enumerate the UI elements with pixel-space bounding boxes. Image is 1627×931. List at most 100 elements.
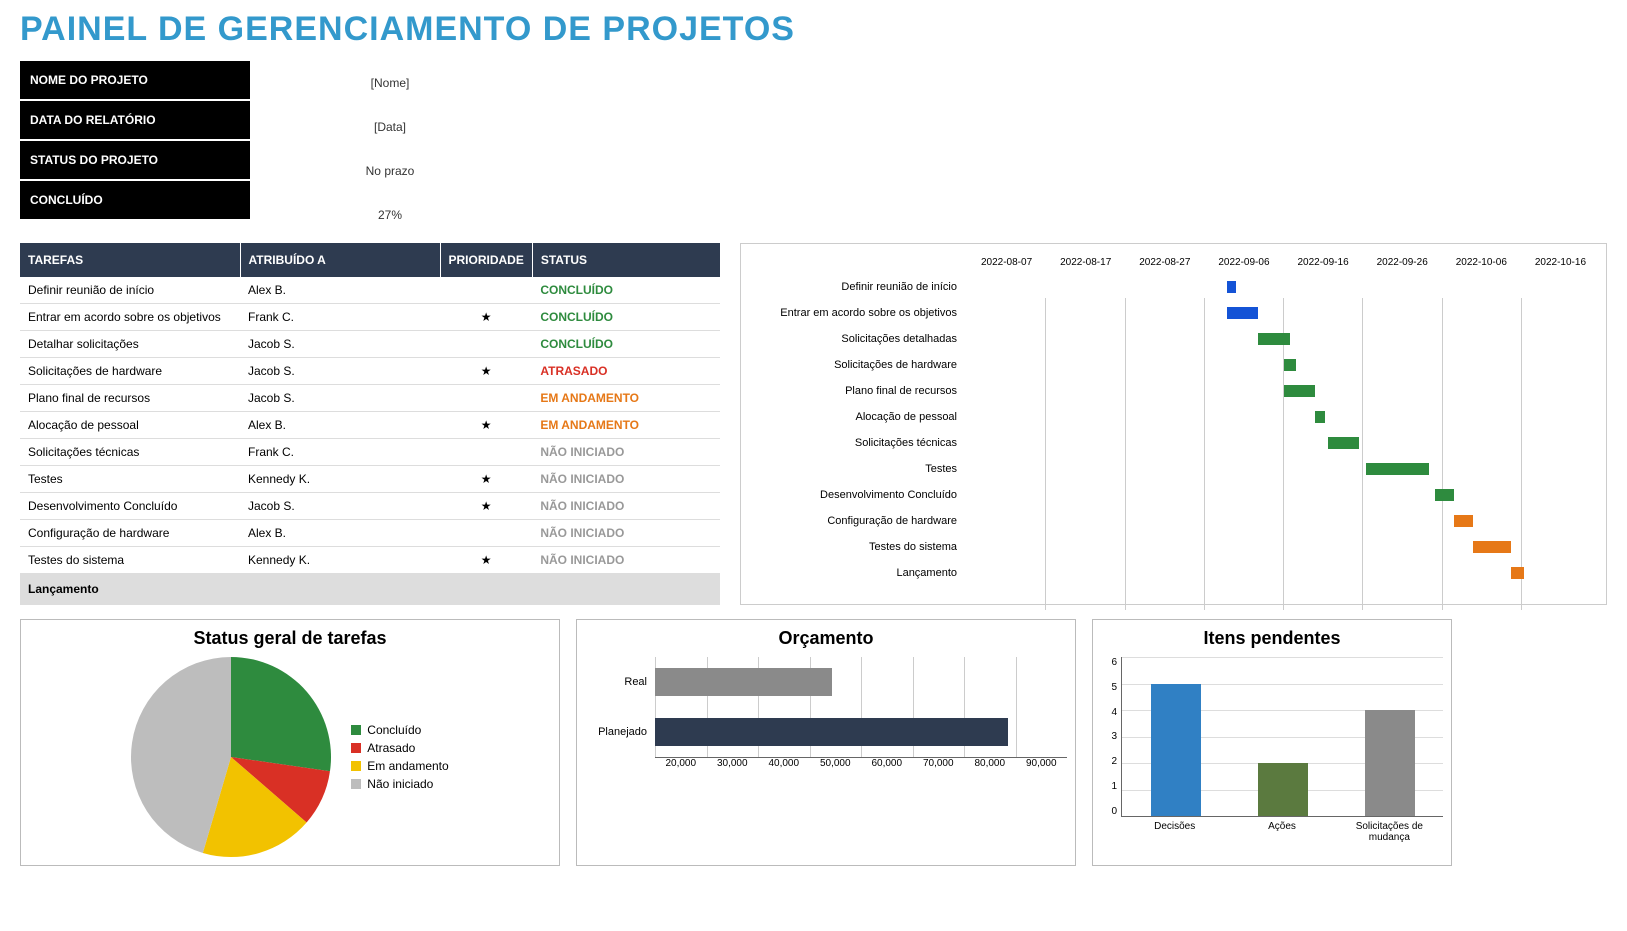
priority-cell: ★ bbox=[440, 547, 532, 574]
gantt-date-label: 2022-08-07 bbox=[967, 257, 1046, 268]
gantt-bar bbox=[1315, 411, 1324, 423]
hbar-bar bbox=[655, 718, 1008, 746]
gantt-track bbox=[967, 508, 1600, 534]
info-label: CONCLUÍDO bbox=[20, 181, 250, 221]
y-tick: 2 bbox=[1101, 756, 1117, 767]
table-row[interactable]: Definir reunião de inícioAlex B.CONCLUÍD… bbox=[20, 277, 720, 304]
hbar-row: Real bbox=[585, 657, 1067, 707]
vbar-label: Solicitações de mudança bbox=[1336, 821, 1443, 843]
tasks-table: TAREFASATRIBUÍDO APRIORIDADESTATUS Defin… bbox=[20, 243, 720, 605]
gantt-row-label: Alocação de pessoal bbox=[747, 411, 967, 423]
vbar-bar bbox=[1365, 710, 1415, 816]
gantt-row-label: Desenvolvimento Concluído bbox=[747, 489, 967, 501]
gantt-date-label: 2022-09-06 bbox=[1204, 257, 1283, 268]
gantt-bar bbox=[1227, 281, 1236, 293]
status-cell: ATRASADO bbox=[532, 358, 720, 385]
gantt-date-label: 2022-10-06 bbox=[1442, 257, 1521, 268]
gantt-bar bbox=[1328, 437, 1360, 449]
priority-cell: ★ bbox=[440, 412, 532, 439]
legend-item: Atrasado bbox=[351, 741, 448, 755]
info-value: [Nome] bbox=[290, 61, 490, 105]
status-cell: CONCLUÍDO bbox=[532, 304, 720, 331]
axis-tick: 70,000 bbox=[913, 758, 965, 769]
hbar-track bbox=[655, 657, 1067, 707]
legend-swatch bbox=[351, 743, 361, 753]
gantt-bar bbox=[1473, 541, 1511, 553]
hbar-row: Planejado bbox=[585, 707, 1067, 757]
legend-swatch bbox=[351, 761, 361, 771]
table-row[interactable]: Testes do sistemaKennedy K.★NÃO INICIADO bbox=[20, 547, 720, 574]
assignee-cell: Alex B. bbox=[240, 520, 440, 547]
gantt-row-label: Solicitações de hardware bbox=[747, 359, 967, 371]
info-labels-col: NOME DO PROJETODATA DO RELATÓRIOSTATUS D… bbox=[20, 61, 250, 237]
gantt-row-label: Definir reunião de início bbox=[747, 281, 967, 293]
gantt-row: Testes do sistema bbox=[747, 534, 1600, 560]
hbar-label: Planejado bbox=[585, 726, 655, 738]
gantt-track bbox=[967, 534, 1600, 560]
table-row[interactable]: TestesKennedy K.★NÃO INICIADO bbox=[20, 466, 720, 493]
assignee-cell: Jacob S. bbox=[240, 331, 440, 358]
table-row[interactable]: Entrar em acordo sobre os objetivosFrank… bbox=[20, 304, 720, 331]
gantt-track bbox=[967, 404, 1600, 430]
info-section: NOME DO PROJETODATA DO RELATÓRIOSTATUS D… bbox=[20, 61, 1607, 237]
hbar-bar bbox=[655, 668, 832, 696]
legend-item: Não iniciado bbox=[351, 777, 448, 791]
gantt-track bbox=[967, 300, 1600, 326]
assignee-cell: Kennedy K. bbox=[240, 466, 440, 493]
task-cell: Solicitações de hardware bbox=[20, 358, 240, 385]
gantt-track bbox=[967, 560, 1600, 586]
assignee-cell: Jacob S. bbox=[240, 358, 440, 385]
gantt-date-label: 2022-09-26 bbox=[1363, 257, 1442, 268]
gantt-track bbox=[967, 274, 1600, 300]
gantt-bar bbox=[1227, 307, 1259, 319]
pending-chart-box: Itens pendentes 6543210 DecisõesAçõesSol… bbox=[1092, 619, 1452, 866]
axis-tick: 20,000 bbox=[655, 758, 707, 769]
priority-cell bbox=[440, 520, 532, 547]
axis-tick: 80,000 bbox=[964, 758, 1016, 769]
table-row[interactable]: Plano final de recursosJacob S.EM ANDAME… bbox=[20, 385, 720, 412]
priority-cell: ★ bbox=[440, 466, 532, 493]
task-cell: Plano final de recursos bbox=[20, 385, 240, 412]
y-tick: 6 bbox=[1101, 657, 1117, 668]
gantt-row-label: Solicitações detalhadas bbox=[747, 333, 967, 345]
gantt-bar bbox=[1366, 463, 1429, 475]
page-title: PAINEL DE GERENCIAMENTO DE PROJETOS bbox=[20, 10, 1607, 49]
status-cell: NÃO INICIADO bbox=[532, 547, 720, 574]
vbar-label: Ações bbox=[1228, 821, 1335, 843]
axis-tick: 40,000 bbox=[758, 758, 810, 769]
assignee-cell: Frank C. bbox=[240, 439, 440, 466]
table-row[interactable]: Alocação de pessoalAlex B.★EM ANDAMENTO bbox=[20, 412, 720, 439]
gantt-row-label: Testes do sistema bbox=[747, 541, 967, 553]
table-row[interactable]: Solicitações de hardwareJacob S.★ATRASAD… bbox=[20, 358, 720, 385]
gantt-date-label: 2022-08-27 bbox=[1125, 257, 1204, 268]
gantt-bar bbox=[1511, 567, 1524, 579]
y-tick: 0 bbox=[1101, 806, 1117, 817]
y-tick: 4 bbox=[1101, 707, 1117, 718]
status-cell: NÃO INICIADO bbox=[532, 493, 720, 520]
gantt-row: Definir reunião de início bbox=[747, 274, 1600, 300]
status-cell: NÃO INICIADO bbox=[532, 439, 720, 466]
gantt-bar bbox=[1284, 385, 1316, 397]
budget-chart-box: Orçamento RealPlanejado 20,00030,00040,0… bbox=[576, 619, 1076, 866]
table-row[interactable]: Detalhar solicitaçõesJacob S.CONCLUÍDO bbox=[20, 331, 720, 358]
assignee-cell: Jacob S. bbox=[240, 385, 440, 412]
table-row[interactable]: Solicitações técnicasFrank C. NÃO INICIAD… bbox=[20, 439, 720, 466]
pie-chart-box: Status geral de tarefas ConcluídoAtrasad… bbox=[20, 619, 560, 866]
assignee-cell: Alex B. bbox=[240, 277, 440, 304]
pie-chart-svg bbox=[131, 657, 331, 857]
task-cell: Detalhar solicitações bbox=[20, 331, 240, 358]
table-row[interactable]: Configuração de hardwareAlex B. NÃO INICI… bbox=[20, 520, 720, 547]
task-cell: Solicitações técnicas bbox=[20, 439, 240, 466]
gantt-row: Configuração de hardware bbox=[747, 508, 1600, 534]
gantt-track bbox=[967, 352, 1600, 378]
status-cell: CONCLUÍDO bbox=[532, 277, 720, 304]
gantt-row: Solicitações detalhadas bbox=[747, 326, 1600, 352]
gantt-chart: 2022-08-072022-08-172022-08-272022-09-06… bbox=[740, 243, 1607, 605]
task-cell: Configuração de hardware bbox=[20, 520, 240, 547]
table-row[interactable]: Desenvolvimento ConcluídoJacob S.★NÃO IN… bbox=[20, 493, 720, 520]
y-tick: 5 bbox=[1101, 682, 1117, 693]
status-cell: NÃO INICIADO bbox=[532, 520, 720, 547]
gantt-bar bbox=[1435, 489, 1454, 501]
assignee-cell: Kennedy K. bbox=[240, 547, 440, 574]
gantt-row-label: Plano final de recursos bbox=[747, 385, 967, 397]
